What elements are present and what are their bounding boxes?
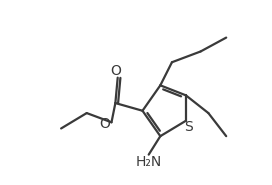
Text: O: O xyxy=(99,117,110,131)
Text: S: S xyxy=(184,120,193,134)
Text: O: O xyxy=(111,65,122,78)
Text: H₂N: H₂N xyxy=(135,155,162,169)
